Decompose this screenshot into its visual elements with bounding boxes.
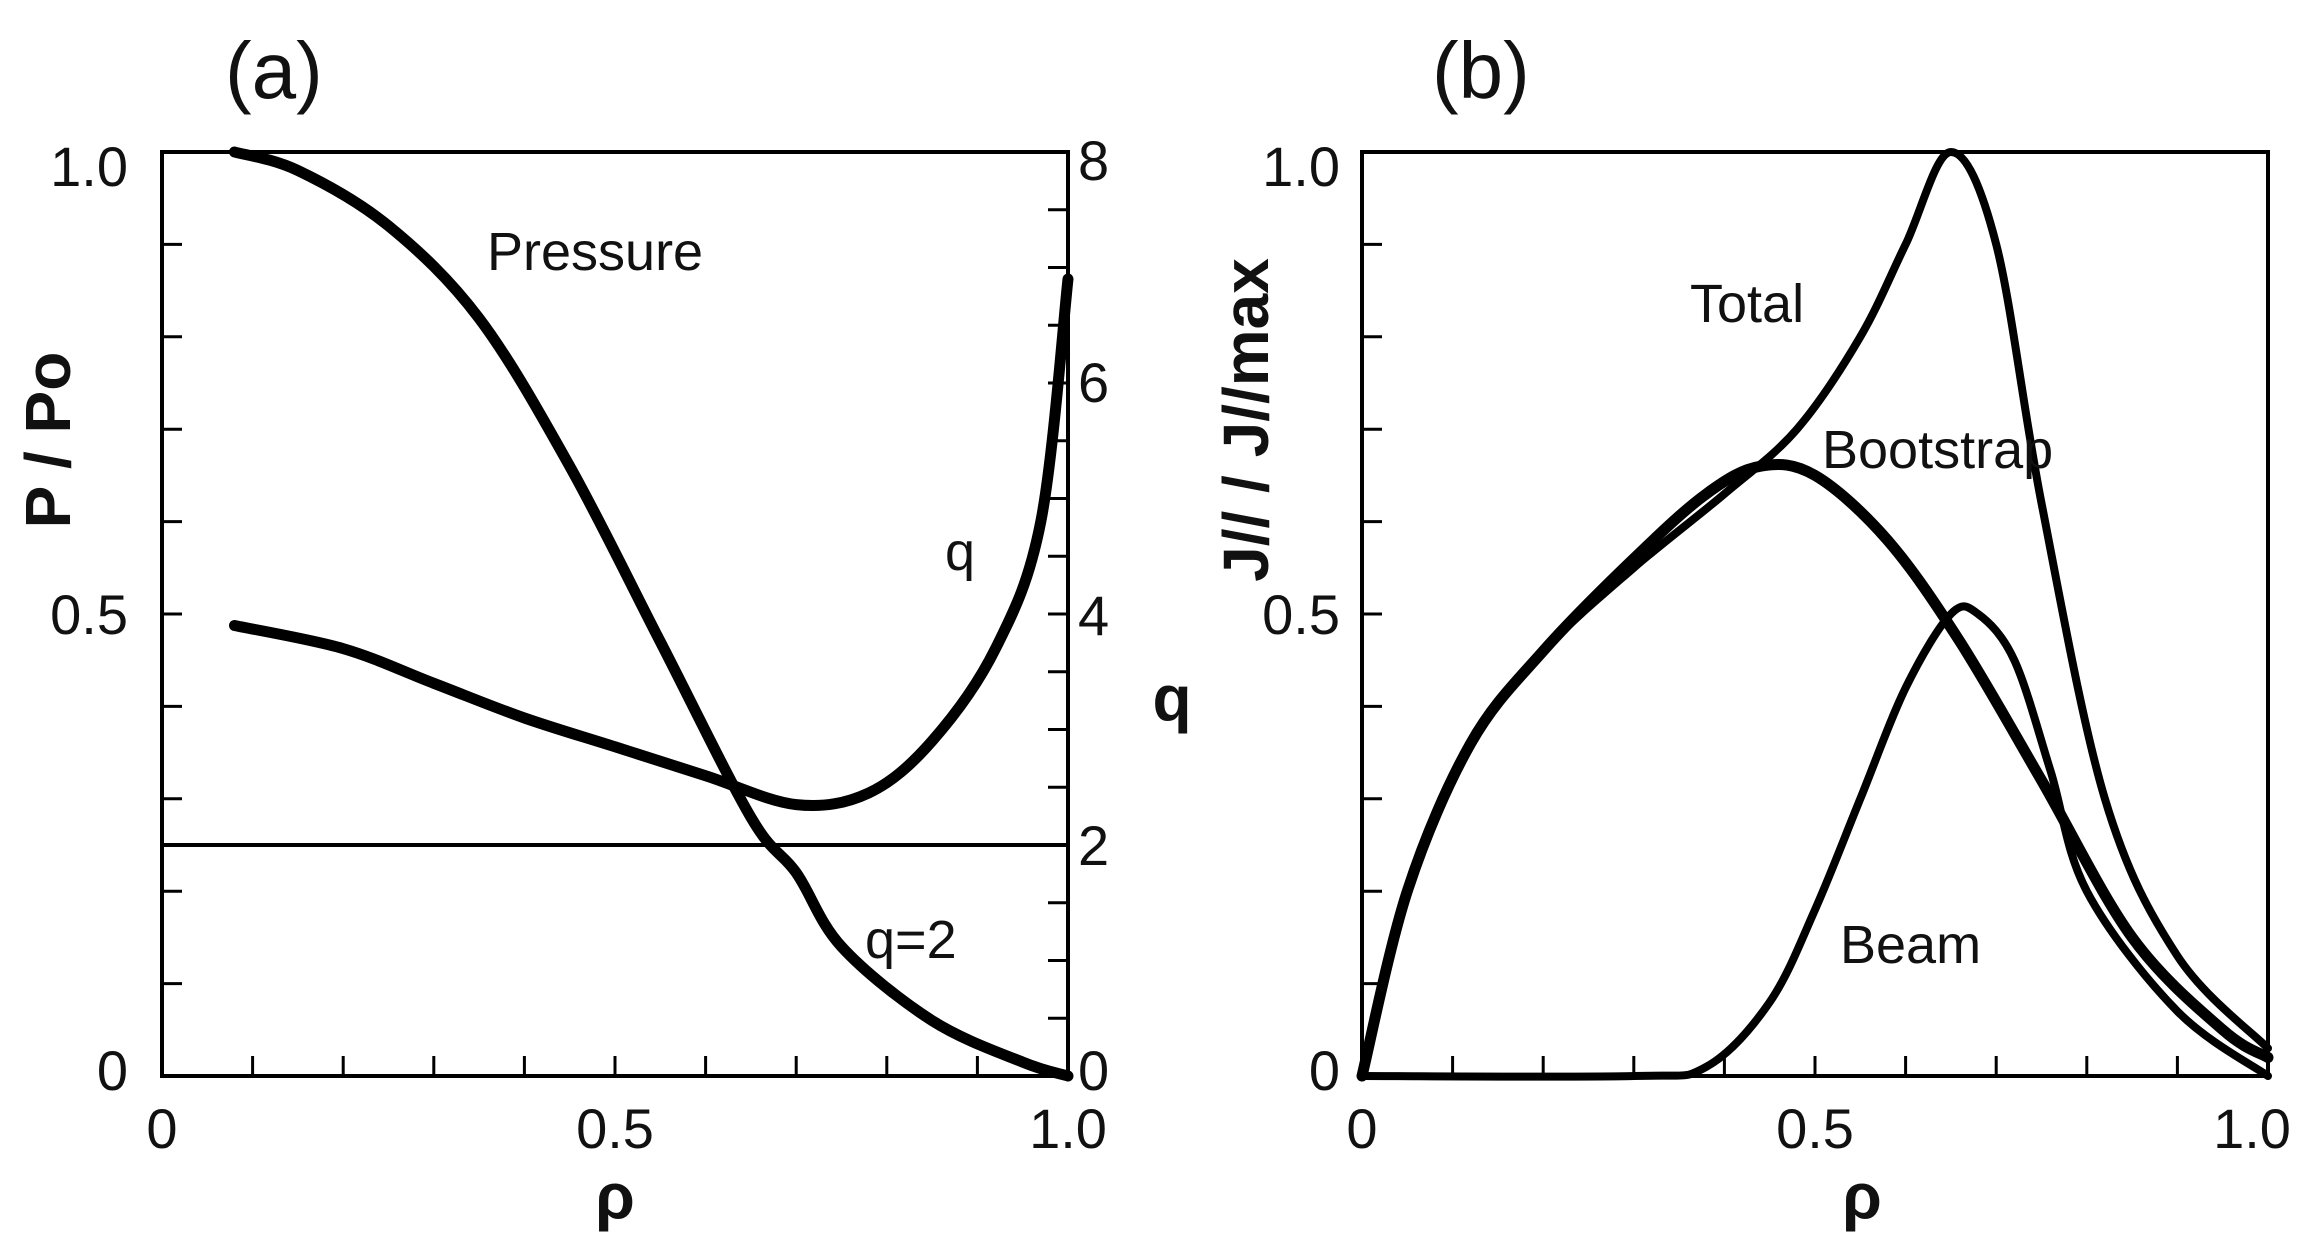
a-ylabel: P / Po (12, 352, 84, 529)
b-xlabel: ρ (1842, 1160, 1882, 1232)
panel-b-label: (b) (1432, 26, 1530, 115)
b-xtick-1.0: 1.0 (2213, 1097, 2291, 1160)
q-curve (229, 273, 1074, 812)
panel-a: (a) 1.0 0.5 0 8 6 4 2 0 0 0.5 1.0 ρ P / … (12, 26, 1192, 1232)
a-xtick-0: 0 (146, 1097, 177, 1160)
total-label: Total (1690, 274, 1804, 334)
pressure-curve (229, 146, 1074, 1082)
a-ytick-0.5: 0.5 (50, 583, 128, 646)
b-ytick-0: 0 (1309, 1039, 1340, 1102)
b-ylabel: J// / J//max (1210, 258, 1282, 582)
pressure-label: Pressure (487, 222, 703, 282)
a-y2tick-0: 0 (1078, 1039, 1109, 1102)
q-label: q (945, 522, 975, 582)
a-y2tick-6: 6 (1078, 351, 1109, 414)
a-ytick-1.0: 1.0 (50, 135, 128, 198)
beam-label: Beam (1840, 915, 1981, 975)
q2-label: q=2 (865, 910, 957, 970)
a-y2label: q (1152, 662, 1191, 734)
a-y2tick-2: 2 (1078, 814, 1109, 877)
a-ytick-0: 0 (97, 1039, 128, 1102)
b-ytick-1.0: 1.0 (1262, 135, 1340, 198)
b-xtick-0: 0 (1346, 1097, 1377, 1160)
bootstrap-label: Bootstrap (1822, 420, 2053, 480)
beam-curve (1358, 602, 2272, 1081)
panel-b: (b) 1.0 0.5 0 0 0.5 1.0 ρ J// / J//max T… (1210, 26, 2291, 1232)
a-y2tick-8: 8 (1078, 129, 1109, 192)
b-xtick-0.5: 0.5 (1776, 1097, 1854, 1160)
a-xtick-1.0: 1.0 (1029, 1097, 1107, 1160)
a-xtick-0.5: 0.5 (576, 1097, 654, 1160)
b-ytick-0.5: 0.5 (1262, 583, 1340, 646)
a-xlabel: ρ (595, 1160, 635, 1232)
panel-a-label: (a) (225, 26, 323, 115)
bootstrap-curve (1356, 459, 2274, 1082)
a-y2tick-4: 4 (1078, 584, 1109, 647)
